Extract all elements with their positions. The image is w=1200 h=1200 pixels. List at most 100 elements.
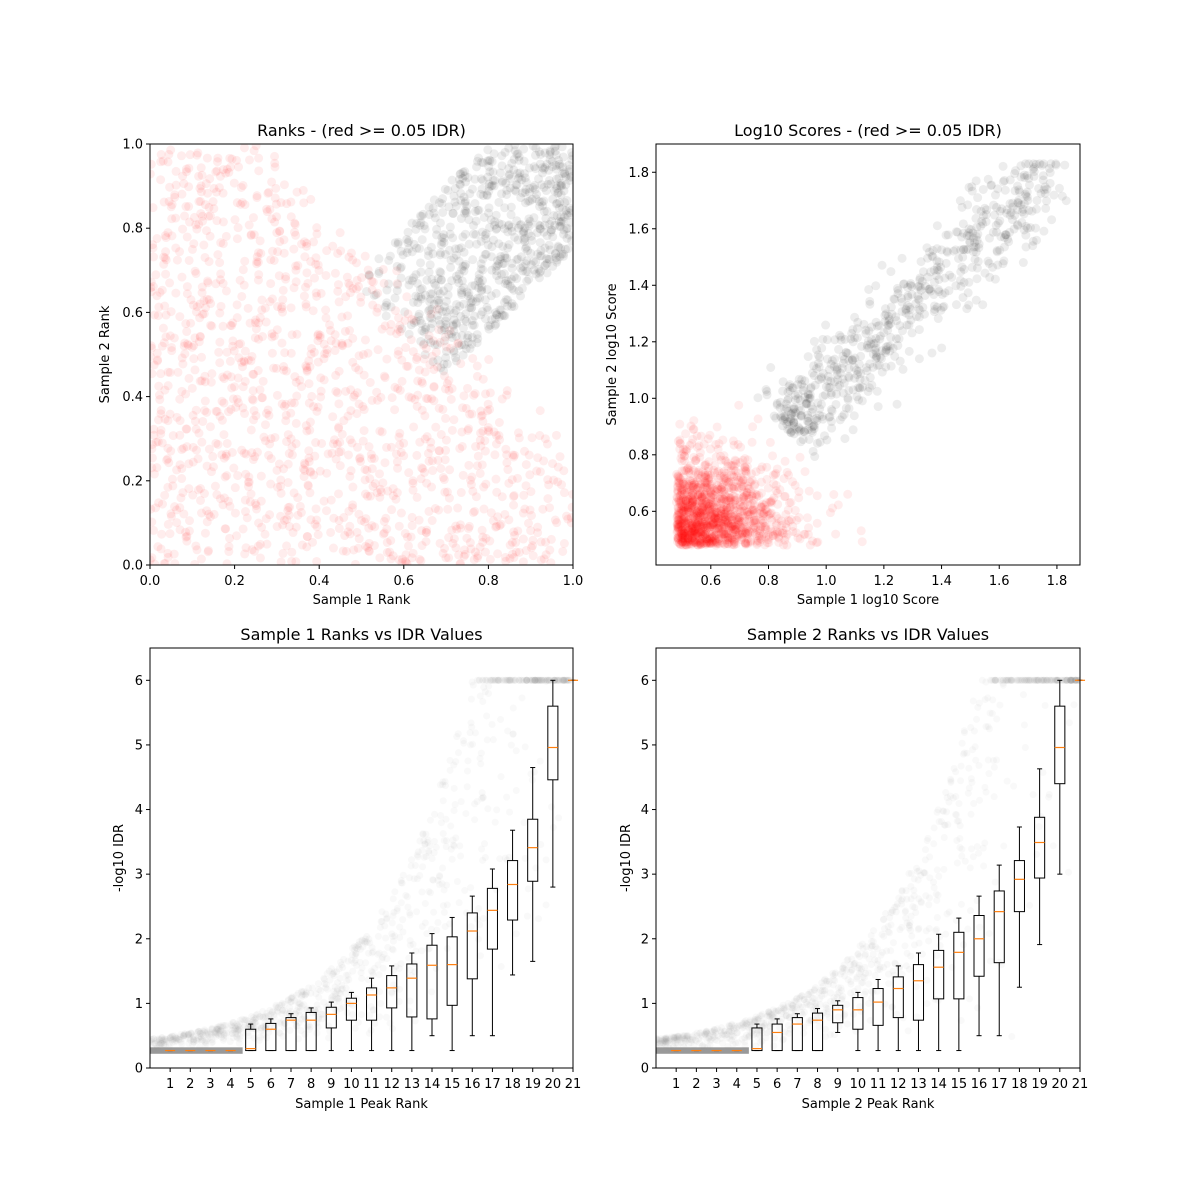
red-point bbox=[416, 556, 426, 565]
red-point bbox=[267, 294, 277, 304]
red-point bbox=[687, 526, 697, 536]
red-point bbox=[749, 516, 759, 526]
red-point bbox=[677, 456, 687, 466]
red-point bbox=[355, 453, 365, 463]
red-point bbox=[255, 236, 265, 246]
red-point bbox=[247, 351, 257, 361]
gray-point bbox=[472, 338, 482, 348]
red-point bbox=[363, 348, 373, 358]
red-point bbox=[741, 528, 751, 538]
red-point bbox=[712, 484, 722, 494]
gray-point bbox=[534, 174, 544, 184]
gray-point bbox=[862, 366, 872, 376]
red-point bbox=[690, 504, 700, 514]
red-point bbox=[711, 540, 721, 550]
gray-point bbox=[785, 380, 795, 390]
red-point bbox=[704, 462, 714, 472]
red-point bbox=[684, 480, 694, 490]
red-point bbox=[313, 357, 323, 367]
gray-point bbox=[487, 242, 497, 252]
x-tick-label: 1.0 bbox=[563, 574, 584, 589]
red-point bbox=[476, 411, 486, 421]
gray-point bbox=[915, 275, 925, 285]
idr-point bbox=[414, 848, 422, 856]
red-point bbox=[673, 436, 683, 446]
red-point bbox=[187, 342, 197, 352]
idr-point bbox=[369, 1006, 377, 1014]
red-point bbox=[707, 505, 717, 515]
gray-point bbox=[848, 385, 858, 395]
red-point bbox=[378, 264, 388, 274]
gray-point bbox=[803, 390, 813, 400]
red-point bbox=[688, 483, 698, 493]
red-point bbox=[412, 401, 422, 411]
gray-point bbox=[1016, 161, 1026, 171]
gray-point bbox=[558, 169, 568, 179]
red-point bbox=[358, 350, 368, 360]
red-point bbox=[677, 485, 687, 495]
gray-point bbox=[804, 434, 814, 444]
red-point bbox=[693, 513, 703, 523]
idr-point bbox=[234, 1022, 242, 1030]
idr-point bbox=[338, 961, 346, 969]
red-point bbox=[746, 536, 756, 546]
red-point bbox=[697, 520, 707, 530]
gray-point bbox=[478, 254, 488, 264]
gray-point bbox=[393, 280, 403, 290]
red-point bbox=[555, 452, 565, 462]
red-point bbox=[690, 535, 700, 545]
y-tick-label: 1.0 bbox=[628, 392, 649, 407]
red-point bbox=[729, 520, 739, 530]
red-point bbox=[175, 416, 185, 426]
gray-point bbox=[818, 414, 828, 424]
red-point bbox=[333, 248, 343, 258]
gray-point bbox=[460, 171, 470, 181]
red-point bbox=[372, 307, 382, 317]
red-point bbox=[417, 541, 427, 551]
red-point bbox=[702, 478, 712, 488]
red-point bbox=[163, 519, 173, 529]
gray-point bbox=[1045, 178, 1055, 188]
red-point bbox=[688, 488, 698, 498]
idr-point bbox=[528, 676, 536, 684]
gray-point bbox=[1002, 208, 1012, 218]
red-point bbox=[683, 516, 693, 526]
gray-point bbox=[807, 407, 817, 417]
red-point bbox=[781, 523, 791, 533]
gray-point bbox=[872, 360, 882, 370]
red-point bbox=[685, 469, 695, 479]
gray-point bbox=[513, 149, 523, 159]
gray-point bbox=[545, 146, 555, 156]
idr-point bbox=[382, 934, 390, 942]
red-point bbox=[759, 509, 769, 519]
red-point bbox=[236, 339, 246, 349]
gray-point bbox=[491, 266, 501, 276]
red-point bbox=[689, 492, 699, 502]
red-point bbox=[455, 523, 465, 533]
red-point bbox=[700, 530, 710, 540]
red-point bbox=[161, 269, 171, 279]
red-point bbox=[182, 232, 192, 242]
red-point bbox=[182, 289, 192, 299]
red-point bbox=[172, 465, 182, 475]
gray-point bbox=[967, 182, 977, 192]
gray-point bbox=[791, 424, 801, 434]
red-point bbox=[706, 520, 716, 530]
gray-point bbox=[567, 151, 573, 161]
gray-point bbox=[804, 416, 814, 426]
red-point bbox=[310, 451, 320, 461]
red-point bbox=[343, 311, 353, 321]
red-point bbox=[424, 506, 434, 516]
red-point bbox=[392, 279, 402, 289]
gray-point bbox=[503, 227, 513, 237]
red-point bbox=[716, 484, 726, 494]
red-point bbox=[255, 539, 265, 549]
red-point bbox=[222, 559, 232, 565]
red-point bbox=[401, 550, 411, 560]
idr-point bbox=[411, 1017, 419, 1025]
red-point bbox=[379, 516, 389, 526]
gray-point bbox=[816, 372, 826, 382]
gray-point bbox=[556, 190, 566, 200]
gray-point bbox=[467, 184, 477, 194]
red-point bbox=[199, 309, 209, 319]
